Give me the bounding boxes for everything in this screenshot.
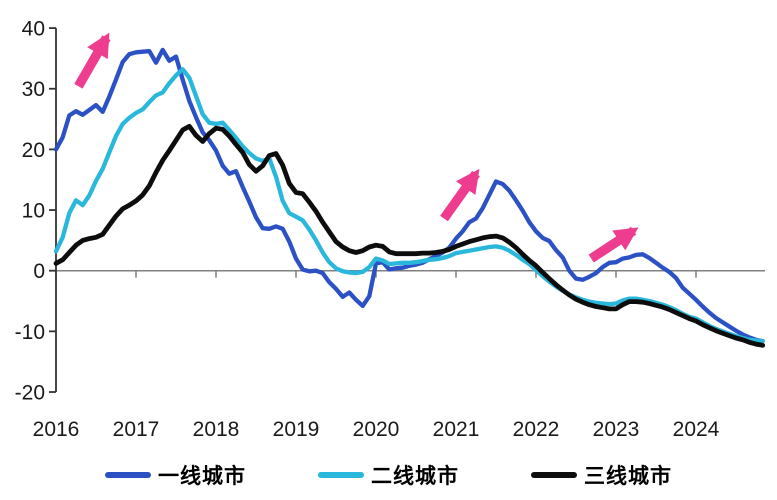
- series-line-1: [53, 47, 765, 344]
- legend-swatch-tier2: [318, 472, 364, 478]
- legend-label-tier1: 一线城市: [158, 465, 246, 488]
- y-tick-label: 20: [22, 139, 45, 162]
- trend-up-arrow-1: [74, 32, 111, 89]
- y-tick-label: 10: [22, 200, 45, 223]
- line-chart-canvas: 2016 2017 2018 2019 2020 2021 2022 2023 2024 40 30…: [15, 18, 766, 441]
- x-tick-label: 2023: [593, 418, 640, 441]
- legend-item-tier1-cities: 一线城市: [105, 460, 246, 490]
- y-tick-label: 30: [22, 78, 45, 101]
- legend-swatch-tier3: [531, 472, 577, 478]
- x-tick-label: 2020: [353, 418, 400, 441]
- x-tick-label: 2021: [433, 418, 480, 441]
- y-tick-label: -10: [15, 321, 45, 344]
- legend-item-tier3-cities: 三线城市: [531, 460, 672, 490]
- legend-item-tier2-cities: 二线城市: [318, 460, 459, 490]
- x-tick-label: 2017: [113, 418, 160, 441]
- legend-label-tier3: 三线城市: [584, 465, 672, 488]
- chart-figure: 2016 2017 2018 2019 2020 2021 2022 2023 2024 40 30…: [15, 18, 766, 441]
- y-tick-label: 0: [33, 260, 45, 283]
- trend-up-arrow-3: [588, 226, 639, 263]
- x-tick-label: 2019: [273, 418, 320, 441]
- x-tick-label: 2022: [513, 418, 560, 441]
- legend-swatch-tier1: [105, 472, 151, 478]
- chart-legend: 一线城市 二线城市 三线城市: [0, 460, 777, 490]
- x-tick-label: 2024: [673, 418, 720, 441]
- x-tick-label: 2016: [33, 418, 80, 441]
- y-tick-label: -20: [15, 382, 45, 405]
- trend-up-arrow-2: [440, 168, 480, 222]
- y-tick-label: 40: [22, 18, 45, 41]
- x-tick-label: 2018: [193, 418, 240, 441]
- series-line-3: [53, 123, 766, 348]
- legend-label-tier2: 二线城市: [371, 465, 459, 488]
- series-line-2: [53, 67, 765, 344]
